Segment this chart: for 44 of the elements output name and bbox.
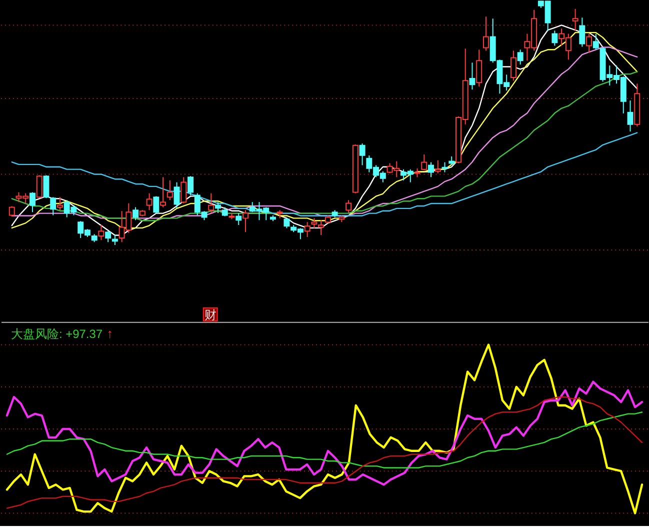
candlestick <box>586 33 592 54</box>
candlestick <box>592 33 599 50</box>
candlestick <box>43 174 50 199</box>
candlestick <box>482 16 489 52</box>
candlestick <box>56 196 63 211</box>
candlestick <box>50 196 56 216</box>
candlestick <box>428 162 434 178</box>
candlestick <box>442 162 448 173</box>
candlestick <box>572 8 578 32</box>
candlestick <box>188 176 194 196</box>
candlestick <box>304 222 310 238</box>
candlestick <box>160 176 166 208</box>
candlestick <box>318 220 324 236</box>
text: 财 <box>204 308 216 322</box>
candlestick <box>579 17 586 48</box>
candlestick <box>174 182 180 209</box>
candlestick <box>469 62 476 90</box>
text: 大盘风险: +97.37 <box>10 326 103 341</box>
candlestick <box>476 49 482 88</box>
candlestick <box>517 49 524 66</box>
candlestick <box>36 174 42 199</box>
candlestick <box>510 50 516 82</box>
candlestick <box>242 210 248 233</box>
candlestick <box>153 196 160 214</box>
candlestick <box>146 192 152 211</box>
candlestick <box>311 218 318 229</box>
candlestick <box>421 154 428 171</box>
candlestick <box>132 206 139 221</box>
candlestick <box>105 230 112 243</box>
candlestick <box>180 176 187 204</box>
candlestick <box>29 192 36 213</box>
candlestick <box>215 202 221 214</box>
candlestick <box>434 160 441 174</box>
candlestick <box>208 192 214 214</box>
candlestick <box>112 234 118 246</box>
candlestick <box>346 200 352 214</box>
candlestick <box>166 180 173 201</box>
candlestick <box>98 224 104 241</box>
candlestick <box>284 218 290 229</box>
candlestick <box>552 30 558 46</box>
candlestick <box>359 142 366 166</box>
candlestick <box>236 212 242 226</box>
text: ↑ <box>106 326 114 341</box>
candlestick <box>627 100 634 132</box>
